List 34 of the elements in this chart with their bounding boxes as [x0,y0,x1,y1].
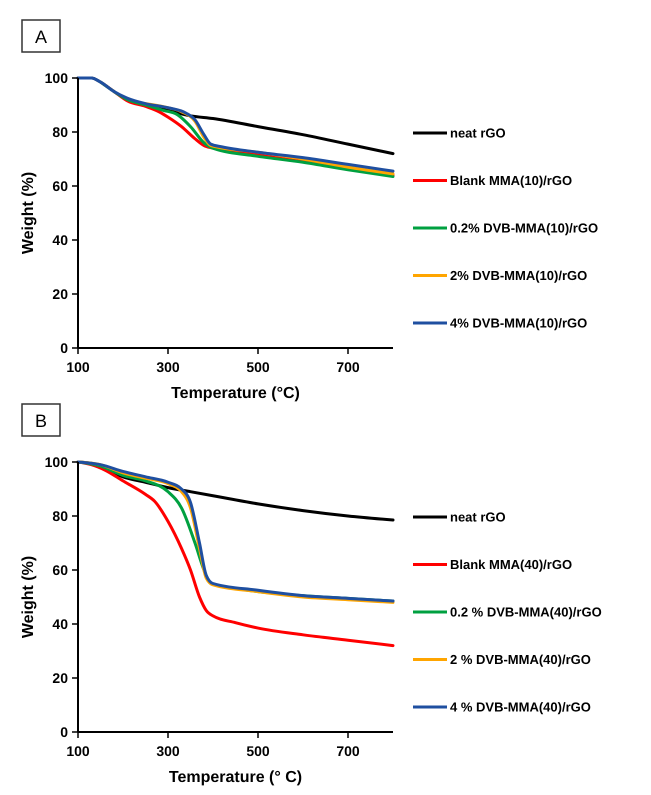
legend-label: 2 % DVB-MMA(40)/rGO [450,652,591,668]
y-tick-label: 80 [52,124,68,140]
chart-title: A [34,27,48,47]
x-axis-title: Temperature (° C) [168,769,302,786]
y-tick-label: 40 [52,616,68,632]
x-tick-label: 300 [156,743,180,759]
y-tick-label: 20 [52,286,68,302]
legend-label: 4% DVB-MMA(10)/rGO [450,316,588,331]
y-tick-label: 100 [44,70,68,86]
legend-label: neat rGO [450,510,506,525]
y-tick-label: 40 [52,232,68,248]
y-tick-label: 0 [60,724,68,740]
x-tick-label: 500 [246,743,270,759]
legend-label: Blank MMA(40)/rGO [450,557,572,572]
legend-label: 4 % DVB-MMA(40)/rGO [450,700,591,715]
y-tick-label: 80 [52,508,68,524]
x-tick-label: 700 [336,359,360,375]
y-axis-title: Weight (%) [20,172,37,254]
y-axis-title: Weight (%) [20,556,37,638]
x-tick-label: 500 [246,359,270,375]
y-tick-label: 0 [60,340,68,356]
x-tick-label: 300 [156,359,180,375]
y-tick-label: 20 [52,670,68,686]
y-tick-label: 100 [44,454,68,470]
y-tick-label: 60 [52,178,68,194]
legend-label: 0.2 % DVB-MMA(40)/rGO [450,604,602,620]
legend-label: neat rGO [450,126,506,141]
legend-label: 2% DVB-MMA(10)/rGO [450,268,588,284]
x-tick-label: 700 [336,743,360,759]
legend-label: 0.2% DVB-MMA(10)/rGO [450,220,598,236]
x-axis-title: Temperature (°C) [171,385,300,402]
legend-label: Blank MMA(10)/rGO [450,173,572,188]
chart-title: B [34,411,48,431]
y-tick-label: 60 [52,562,68,578]
